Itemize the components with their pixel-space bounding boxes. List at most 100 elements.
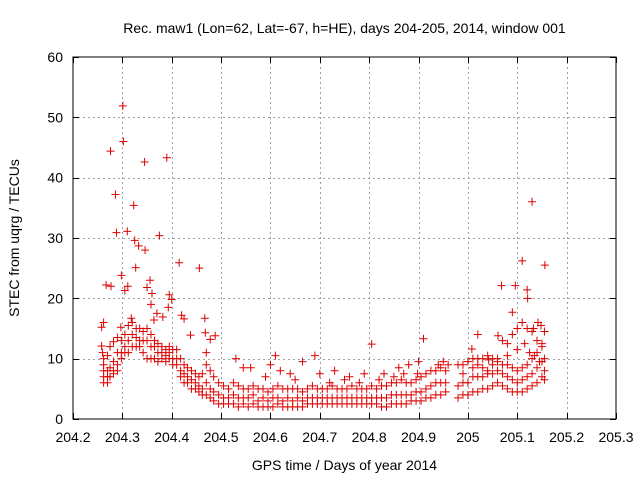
data-point	[124, 348, 133, 357]
data-point	[158, 313, 167, 322]
data-point	[399, 369, 408, 378]
data-point	[124, 336, 133, 345]
data-point	[97, 341, 106, 350]
data-point	[444, 360, 453, 369]
data-point	[229, 378, 238, 387]
data-point	[234, 402, 243, 411]
data-point	[513, 378, 522, 387]
data-point	[483, 384, 492, 393]
data-point	[139, 348, 148, 357]
data-point	[345, 372, 354, 381]
data-point	[467, 345, 476, 354]
data-point	[268, 402, 277, 411]
data-point	[454, 381, 463, 390]
data-point	[508, 330, 517, 339]
data-point	[109, 337, 118, 346]
data-point	[533, 363, 542, 372]
data-point	[503, 339, 512, 348]
data-point	[214, 390, 223, 399]
x-tick-label: 204.3	[105, 429, 140, 445]
data-point	[117, 336, 126, 345]
data-point	[439, 357, 448, 366]
data-point	[127, 314, 136, 323]
data-point	[176, 354, 185, 363]
data-point	[518, 256, 527, 265]
data-point	[441, 387, 450, 396]
data-point	[355, 378, 364, 387]
data-point	[540, 327, 549, 336]
data-point	[536, 321, 545, 330]
data-point	[175, 258, 184, 267]
data-point	[468, 363, 477, 372]
chart-title: Rec. maw1 (Lon=62, Lat=-67, h=HE), days …	[123, 20, 566, 36]
data-point	[130, 236, 139, 245]
data-point	[120, 286, 129, 295]
data-point	[202, 348, 211, 357]
data-point	[540, 375, 549, 384]
data-point	[271, 351, 280, 360]
data-point	[463, 378, 472, 387]
data-point	[155, 231, 164, 240]
data-point	[206, 366, 215, 375]
data-point	[103, 378, 112, 387]
data-point	[434, 360, 443, 369]
data-point	[404, 360, 413, 369]
x-axis-label: GPS time / Days of year 2014	[252, 457, 437, 473]
y-axis-label: STEC from uqrg / TECUs	[6, 159, 22, 317]
data-point	[146, 276, 155, 285]
data-point	[523, 324, 532, 333]
y-tick-label: 30	[47, 230, 63, 246]
data-point	[454, 393, 463, 402]
y-tick-label: 0	[55, 411, 63, 427]
data-point	[286, 369, 295, 378]
data-point	[146, 300, 155, 309]
data-point	[412, 375, 421, 384]
data-point	[498, 369, 507, 378]
data-point	[259, 384, 268, 393]
data-point	[417, 396, 426, 405]
data-point	[488, 360, 497, 369]
data-point	[303, 384, 312, 393]
data-point	[342, 384, 351, 393]
data-point	[249, 381, 258, 390]
data-point	[523, 360, 532, 369]
data-point	[478, 354, 487, 363]
data-point	[414, 357, 423, 366]
data-point	[431, 366, 440, 375]
data-point	[513, 324, 522, 333]
data-point	[143, 324, 152, 333]
data-point	[473, 387, 482, 396]
data-point	[484, 355, 493, 364]
data-point	[340, 375, 349, 384]
data-point	[249, 399, 258, 408]
data-point	[525, 348, 534, 357]
data-point	[493, 366, 502, 375]
data-point	[200, 314, 209, 323]
data-point	[372, 384, 381, 393]
data-point	[441, 378, 450, 387]
data-point	[372, 399, 381, 408]
data-point	[513, 345, 522, 354]
data-point	[533, 336, 542, 345]
x-tick-label: 205.2	[549, 429, 584, 445]
data-point	[146, 330, 155, 339]
data-point	[97, 323, 106, 332]
data-points	[97, 101, 549, 411]
x-tick-label: 205	[456, 429, 480, 445]
x-tick-label: 204.7	[302, 429, 337, 445]
data-point	[165, 290, 174, 299]
data-point	[498, 381, 507, 390]
data-point	[180, 314, 189, 323]
y-tick-label: 60	[47, 49, 63, 65]
data-point	[523, 372, 532, 381]
data-point	[330, 366, 339, 375]
data-point	[209, 372, 218, 381]
data-point	[131, 263, 140, 272]
data-point	[141, 246, 150, 255]
data-point	[413, 369, 422, 378]
data-point	[323, 384, 332, 393]
x-tick-label: 204.8	[352, 429, 387, 445]
data-point	[117, 271, 126, 280]
data-point	[106, 147, 115, 156]
